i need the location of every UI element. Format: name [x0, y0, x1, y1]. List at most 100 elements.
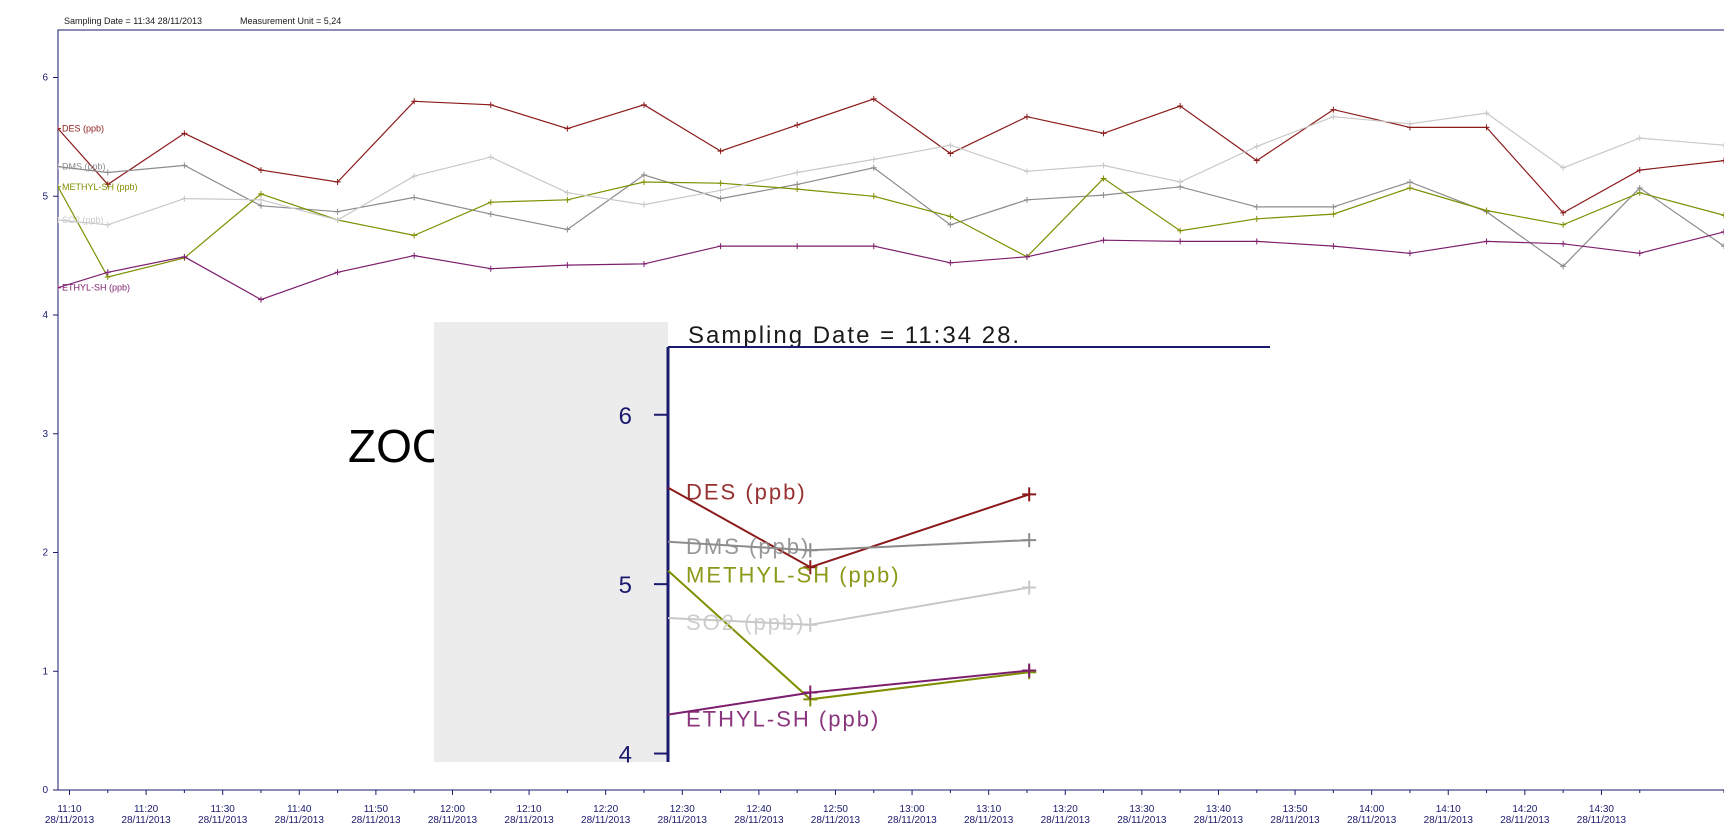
x-tick-date-label: 28/11/2013 — [658, 815, 708, 826]
series-point-des — [947, 150, 954, 157]
legend-label-ethyl-sh: ETHYL-SH (ppb) — [62, 283, 130, 293]
y-tick-label: 0 — [42, 785, 48, 796]
series-point-des — [1636, 167, 1643, 174]
series-point-dms — [1560, 263, 1567, 270]
x-tick-time-label: 11:50 — [364, 804, 389, 815]
zoom-series-point-des — [803, 560, 818, 575]
x-tick-time-label: 13:50 — [1283, 804, 1308, 815]
zoom-legend-label-so2: SO2 (ppb) — [686, 610, 806, 635]
series-point-dms — [58, 163, 61, 170]
zoom-series-point-dms — [1022, 533, 1037, 548]
header-measurement-unit: Measurement Unit = 5,24 — [240, 16, 341, 26]
legend-label-dms: DMS (ppb) — [62, 162, 106, 172]
x-tick-time-label: 14:10 — [1436, 804, 1461, 815]
series-point-des — [181, 130, 188, 137]
zoom-axes: 4 5 6 — [619, 347, 670, 769]
series-point-dms — [1330, 203, 1337, 210]
series-point-dms — [487, 211, 494, 218]
x-tick-time-label: 13:40 — [1206, 804, 1231, 815]
series-point-ethyl-sh — [794, 243, 801, 250]
series-point-des — [717, 148, 724, 155]
x-tick-time-label: 13:00 — [900, 804, 925, 815]
zoom-inset-title: Sampling Date = 11:34 28. — [688, 322, 1021, 349]
x-tick-time-label: 12:00 — [440, 804, 465, 815]
series-point-des — [1721, 157, 1724, 164]
series-point-des — [870, 95, 877, 102]
series-point-so2 — [717, 187, 724, 194]
series-point-so2 — [411, 173, 418, 180]
series-point-ethyl-sh — [640, 260, 647, 267]
series-point-dms — [104, 169, 111, 176]
zoom-legend-label-dms: DMS (ppb) — [686, 534, 810, 559]
series-point-ethyl-sh — [564, 262, 571, 269]
zoom-series-point-so2 — [803, 617, 818, 632]
y-tick-label: 6 — [42, 73, 48, 84]
series-point-des — [1330, 106, 1337, 113]
series-point-ethyl-sh — [1483, 238, 1490, 245]
series-point-ethyl-sh — [1330, 243, 1337, 250]
series-point-so2 — [1721, 142, 1724, 149]
series-point-methyl-sh — [487, 199, 494, 206]
series-point-ethyl-sh — [334, 269, 341, 276]
series-point-des — [1483, 124, 1490, 131]
zoom-y-tick-label: 5 — [619, 572, 632, 599]
series-point-dms — [1100, 192, 1107, 199]
series-point-dms — [334, 208, 341, 215]
series-point-des — [640, 101, 647, 108]
series-point-ethyl-sh — [1560, 240, 1567, 247]
x-tick-date-label: 28/11/2013 — [45, 815, 95, 826]
series-point-methyl-sh — [411, 232, 418, 239]
x-tick-time-label: 12:30 — [670, 804, 695, 815]
series-point-so2 — [1483, 110, 1490, 117]
x-tick-date-label: 28/11/2013 — [1577, 815, 1627, 826]
series-point-ethyl-sh — [58, 284, 61, 291]
series-point-methyl-sh — [947, 213, 954, 220]
series-point-methyl-sh — [717, 180, 724, 187]
series-point-methyl-sh — [1560, 221, 1567, 228]
series-point-so2 — [640, 201, 647, 208]
zoom-series-point-dms — [803, 543, 818, 558]
series-point-dms — [640, 171, 647, 178]
x-tick-date-label: 28/11/2013 — [811, 815, 861, 826]
x-tick-time-label: 14:20 — [1512, 804, 1537, 815]
zoom-y-tick-label: 6 — [619, 403, 632, 430]
x-tick-time-label: 14:00 — [1359, 804, 1384, 815]
series-point-so2 — [947, 142, 954, 149]
x-tick-date-label: 28/11/2013 — [1270, 815, 1320, 826]
series-point-so2 — [1560, 164, 1567, 171]
series-point-dms — [564, 226, 571, 233]
series-point-so2 — [1100, 162, 1107, 169]
zoom-series-point-des — [1022, 487, 1037, 502]
series-point-ethyl-sh — [1636, 250, 1643, 257]
series-point-ethyl-sh — [1253, 238, 1260, 245]
series-point-dms — [870, 164, 877, 171]
series-point-methyl-sh — [1721, 212, 1724, 219]
series-point-so2 — [870, 156, 877, 163]
zoom-series — [667, 486, 1037, 716]
series-point-ethyl-sh — [181, 253, 188, 260]
series-point-so2 — [1406, 120, 1413, 127]
x-tick-date-label: 28/11/2013 — [1041, 815, 1091, 826]
series-point-ethyl-sh — [1406, 250, 1413, 257]
series-point-des — [1177, 103, 1184, 109]
series-point-dms — [717, 195, 724, 202]
series-point-so2 — [104, 221, 111, 228]
x-tick-date-label: 28/11/2013 — [1194, 815, 1244, 826]
series-point-dms — [947, 221, 954, 228]
series-point-methyl-sh — [1636, 189, 1643, 196]
x-tick-time-label: 11:20 — [134, 804, 159, 815]
series-point-so2 — [564, 189, 571, 196]
series-point-methyl-sh — [1177, 227, 1184, 234]
x-tick-time-label: 12:20 — [593, 804, 618, 815]
series-point-ethyl-sh — [104, 269, 111, 276]
series-point-ethyl-sh — [257, 296, 264, 303]
zoom-legend-label-ethyl-sh: ETHYL-SH (ppb) — [686, 707, 880, 732]
x-tick-date-label: 28/11/2013 — [1117, 815, 1167, 826]
x-tick-date-label: 28/11/2013 — [1347, 815, 1397, 826]
x-tick-time-label: 13:30 — [1129, 804, 1154, 815]
legend-label-so2: SO2 (ppb) — [62, 215, 104, 225]
series-point-methyl-sh — [870, 193, 877, 200]
zoom-legend: DES (ppb) DMS (ppb) METHYL-SH (ppb) SO2 (pp… — [686, 480, 899, 732]
x-tick-time-label: 14:30 — [1589, 804, 1614, 815]
